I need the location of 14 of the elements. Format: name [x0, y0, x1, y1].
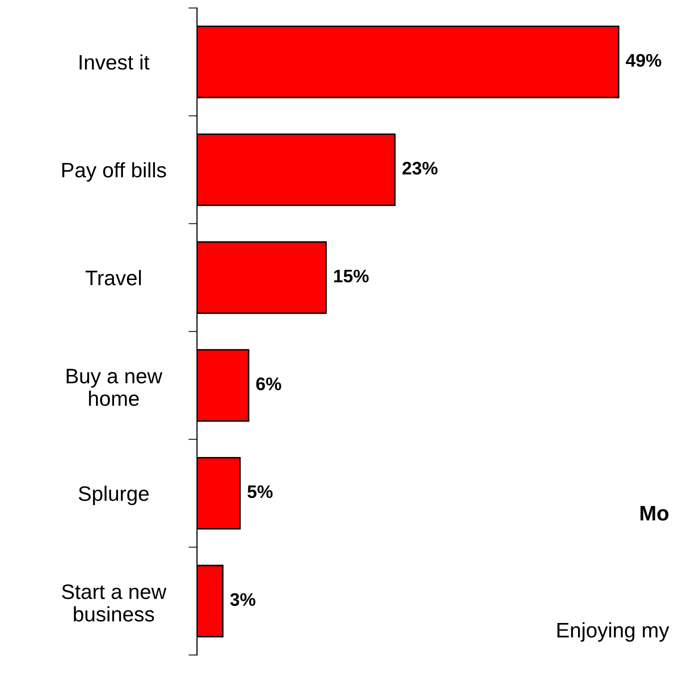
y-tick-label: Invest it	[80, 54, 150, 70]
data-label: 15%	[334, 270, 369, 282]
y-tick-label: Travel	[86, 270, 141, 286]
y-tick-label: Pay off bills	[62, 162, 166, 182]
annotation: Enjoying my	[557, 622, 670, 642]
text: Mo	[640, 506, 668, 521]
data-label: 5%	[248, 485, 273, 498]
data-label: 3%	[230, 593, 256, 606]
data-label: 49%	[626, 54, 662, 67]
y-tick-label: Splurge	[78, 486, 149, 506]
y-tick-label: Buy a new home	[66, 368, 162, 406]
y-tick-label: Start a new business	[62, 584, 166, 622]
data-label: 23%	[402, 162, 438, 175]
data-label: 6%	[256, 377, 282, 390]
